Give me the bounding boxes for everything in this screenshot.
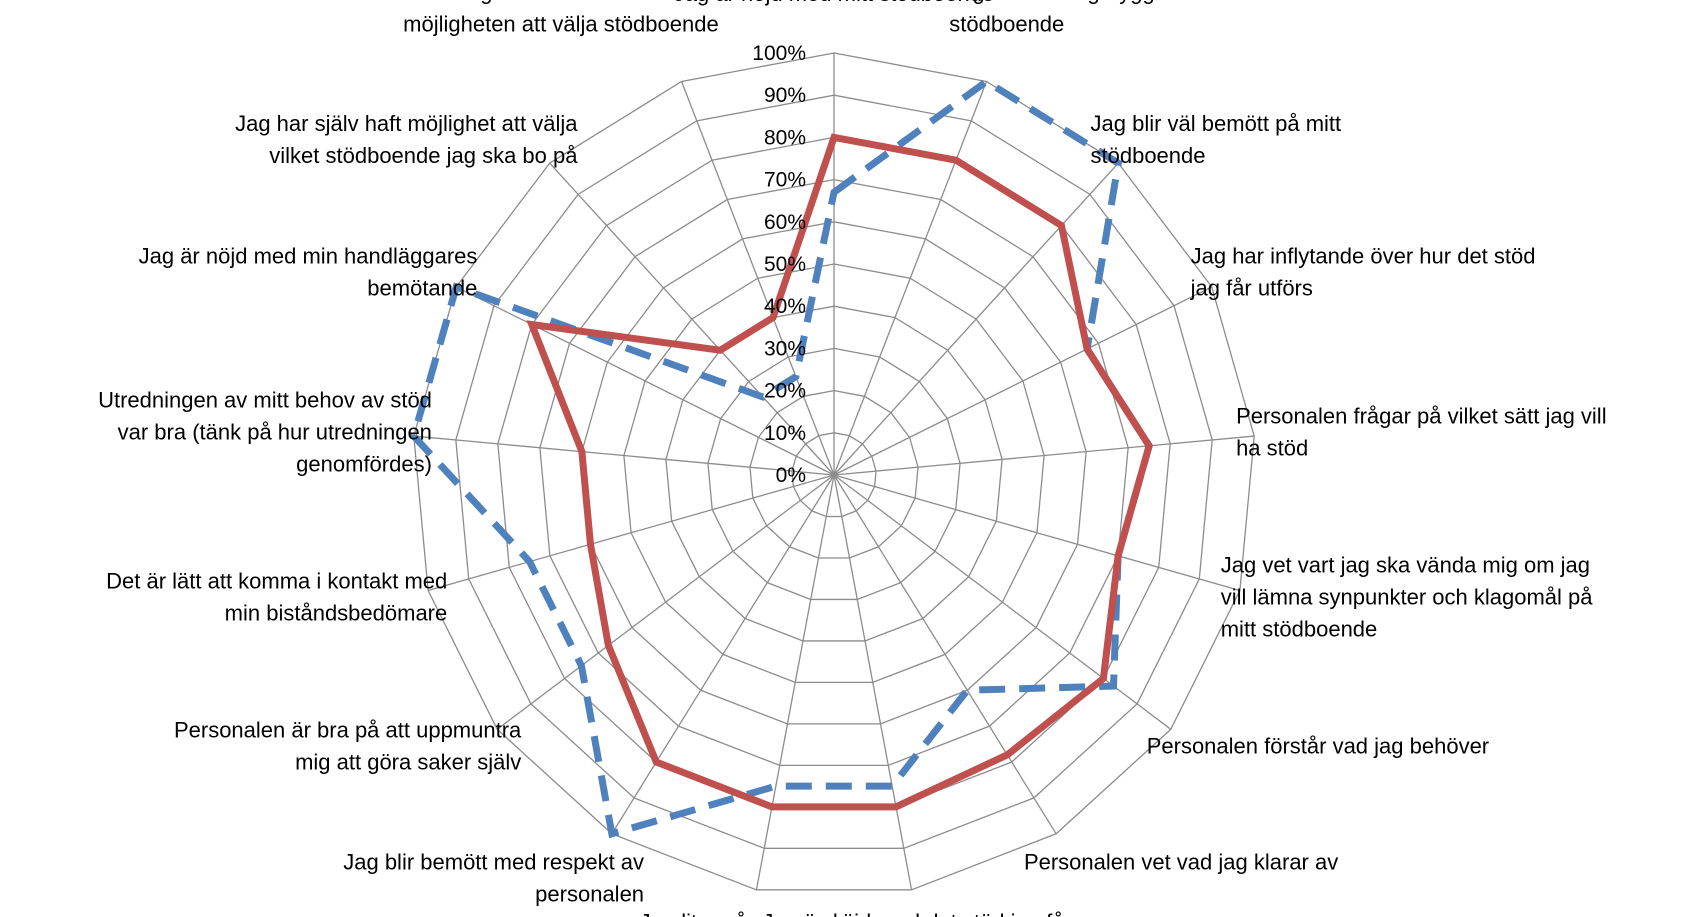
grid-spoke — [680, 81, 835, 476]
grid-spoke — [549, 162, 835, 476]
category-label: Jag blir väl bemött på mitt stödboende — [1091, 111, 1342, 168]
grid-spoke — [413, 435, 835, 476]
category-label-line: Jag känner mig trygg i mitt — [949, 0, 1207, 5]
category-label: Det är lätt att komma i kontakt med min b… — [106, 569, 447, 626]
grid-spoke — [427, 474, 835, 592]
grid-ring — [455, 94, 1213, 849]
category-label-line: ha stöd — [1236, 435, 1308, 460]
tick-label: 0% — [776, 464, 806, 487]
category-label: Jag har inflytande över hur det stöd jag … — [1190, 244, 1536, 301]
category-label-line: Jag blir väl bemött på mitt — [1091, 111, 1342, 136]
category-label: Jag litar på personalen — [640, 909, 863, 917]
category-label-line: bemötande — [367, 276, 477, 301]
tick-label: 20% — [764, 380, 806, 403]
category-label: Jag är nöjd med det stöd jag får — [762, 909, 1071, 917]
grid-spoke — [833, 162, 1119, 476]
tick-label: 10% — [764, 422, 806, 445]
category-label-line: Jag litar på personalen — [640, 909, 863, 917]
category-label-line: personalen — [535, 881, 644, 906]
category-label-line: stödboende — [1091, 143, 1206, 168]
tick-label: 50% — [764, 253, 806, 276]
category-label: Personalen är bra på att uppmuntra mig at… — [174, 717, 522, 774]
radar-grid — [413, 52, 1255, 891]
category-label-line: Jag har inflytande över hur det stöd — [1191, 244, 1536, 269]
grid-spoke — [833, 474, 913, 890]
grid-ring — [791, 432, 877, 518]
category-label-line: vill lämna synpunkter och klagomål på — [1221, 585, 1594, 610]
category-label: Jag känner mig trygg i mitt stödboende — [949, 0, 1207, 37]
category-label-line: Utredningen av mitt behov av stöd — [98, 387, 432, 412]
category-label: Jag har fått information om möjligheten a… — [403, 0, 719, 37]
category-label-line: jag får utförs — [1190, 276, 1313, 301]
tick-label: 40% — [764, 295, 806, 318]
radar-tick-labels: 0% 10% 20% 30% 40% 50% 60% 70% 80% 90% 100% — [752, 42, 806, 487]
category-label: Utredningen av mitt behov av stöd var bra… — [98, 387, 432, 476]
category-label-line: Jag har fått information om — [457, 0, 719, 5]
category-label: Personalen vet vad jag klarar av — [1024, 849, 1338, 874]
category-label-line: Personalen är bra på att uppmuntra — [174, 717, 522, 742]
category-label-line: Jag är nöjd med det stöd jag får — [762, 909, 1071, 917]
grid-ring — [665, 305, 1003, 642]
category-label: Jag är nöjd med mitt stödboende — [674, 0, 994, 6]
grid-spoke — [755, 474, 835, 890]
category-label: Jag har själv haft möjlighet att välja vi… — [235, 111, 578, 168]
category-label: Jag blir bemött med respekt av personalen — [343, 849, 644, 906]
category-label-line: Jag är nöjd med min handläggares — [139, 244, 478, 269]
category-label-line: Personalen förstår vad jag behöver — [1147, 733, 1489, 758]
grid-spoke — [833, 474, 1057, 835]
tick-label: 80% — [764, 126, 806, 149]
series-line-red-solid — [526, 133, 1153, 811]
category-label-line: mig att göra saker själv — [295, 749, 521, 774]
category-label-line: mitt stödboende — [1221, 617, 1378, 642]
grid-spoke — [496, 474, 835, 730]
grid-spoke — [455, 286, 835, 476]
series-line-blue-dashed — [409, 77, 1153, 839]
category-label-line: Det är lätt att komma i kontakt med — [106, 569, 447, 594]
tick-label: 60% — [764, 211, 806, 234]
category-label-line: Personalen vet vad jag klarar av — [1024, 849, 1338, 874]
grid-ring — [413, 52, 1255, 891]
grid-spoke — [833, 286, 1213, 476]
grid-spoke — [611, 474, 835, 835]
category-label-line: Jag har själv haft möjlighet att välja — [235, 111, 578, 136]
grid-ring — [581, 221, 1087, 725]
category-label: Jag vet vart jag ska vända mig om jag vil… — [1221, 553, 1594, 642]
grid-ring — [749, 389, 919, 559]
radar-series — [409, 77, 1153, 839]
tick-label: 100% — [752, 42, 806, 65]
grid-spoke — [833, 435, 1255, 476]
grid-spoke — [833, 81, 988, 476]
category-label-line: Personalen frågar på vilket sätt jag vil… — [1236, 403, 1607, 428]
tick-label: 70% — [764, 169, 806, 192]
category-label-line: stödboende — [949, 12, 1064, 37]
category-label-line: Jag är nöjd med mitt stödboende — [674, 0, 994, 6]
category-label-line: vilket stödboende jag ska bo på — [269, 143, 578, 168]
category-label-line: möjligheten att välja stödboende — [403, 12, 719, 37]
category-label: Jag är nöjd med min handläggares bemötand… — [139, 244, 478, 301]
category-label: Personalen frågar på vilket sätt jag vil… — [1236, 403, 1607, 460]
category-label-line: var bra (tänk på hur utredningen — [118, 419, 432, 444]
category-label-line: Jag vet vart jag ska vända mig om jag — [1221, 553, 1590, 578]
category-label-line: genomfördes) — [296, 451, 432, 476]
grid-spoke — [833, 474, 1241, 592]
grid-ring — [707, 347, 961, 601]
grid-ring — [623, 263, 1045, 684]
category-label: Personalen förstår vad jag behöver — [1147, 733, 1489, 758]
category-label-line: min biståndsbedömare — [225, 601, 448, 626]
tick-label: 90% — [764, 84, 806, 107]
category-label-line: Jag blir bemött med respekt av — [343, 849, 644, 874]
tick-label: 30% — [764, 337, 806, 360]
